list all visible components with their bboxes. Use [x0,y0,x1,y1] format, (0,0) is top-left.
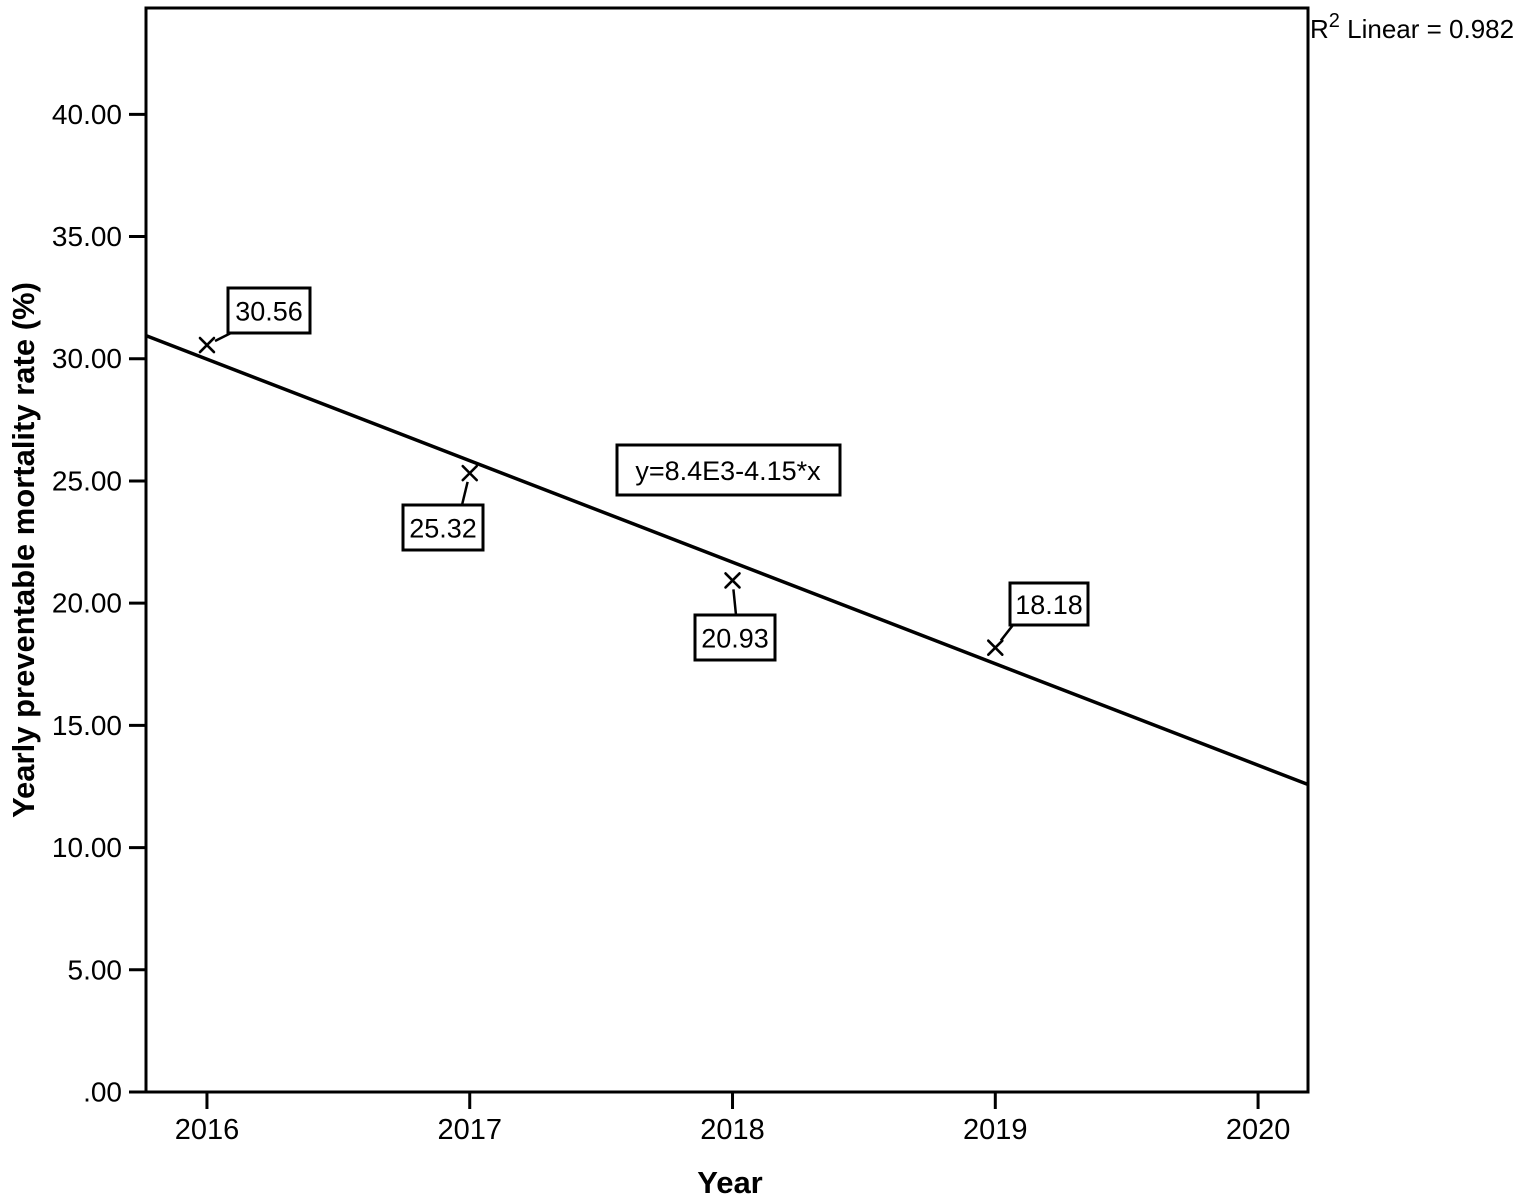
equation-annotation: y=8.4E3-4.15*x [615,443,842,497]
data-point-marker [986,639,1004,656]
y-tick-label: .00 [83,1077,122,1108]
x-tick-label: 2017 [437,1114,502,1146]
equation-text: y=8.4E3-4.15*x [635,456,821,486]
point-label: 30.56 [235,297,303,327]
y-tick-label: 5.00 [68,954,123,985]
point-label-connector [460,481,469,506]
x-tick-label: 2020 [1226,1114,1291,1146]
r-squared-superscript: 2 [1329,10,1340,32]
r-squared-rest: Linear = 0.982 [1340,14,1514,44]
y-tick-label: 25.00 [52,465,122,496]
data-point-marker [198,336,216,354]
point-label-connectors [214,331,1014,642]
point-label-box [401,503,485,552]
y-tick-label: 20.00 [52,588,122,619]
point-label: 18.18 [1015,590,1083,620]
y-tick-label: 35.00 [52,221,122,252]
regression-line [145,333,1309,787]
y-tick-label: 10.00 [52,832,122,863]
point-label: 20.93 [701,624,769,654]
point-label-connector [999,624,1014,642]
data-point-marker [461,464,479,482]
x-axis-title: Year [697,1165,763,1200]
point-label-box [226,286,312,335]
point-label-box [693,613,777,662]
point-label-box [1008,581,1090,627]
y-tick-label: 40.00 [52,99,122,130]
x-tick-label: 2016 [175,1114,240,1146]
plot-frame [144,6,1310,1094]
r-squared-base: R [1310,14,1329,44]
equation-box [615,443,842,497]
point-label-boxes: 30.56 25.32 20.93 18.18 [226,286,1090,662]
data-point-marker [724,572,741,589]
y-axis-title: Yearly preventable mortality rate (%) [6,282,41,818]
data-points [198,336,1004,656]
regression-line-layer [145,333,1309,787]
x-axis-ticks: 2016 2017 2018 2019 2020 [175,1092,1291,1146]
y-tick-label: 30.00 [52,343,122,374]
x-tick-label: 2019 [963,1114,1028,1146]
y-axis-ticks: .00 5.00 10.00 15.00 20.00 25.00 30.00 35.00 40.… [52,99,146,1108]
point-label-connector [732,589,738,616]
x-tick-label: 2018 [700,1114,765,1146]
r-squared-annotation: R2 Linear = 0.982 [1310,10,1514,44]
y-tick-label: 15.00 [52,710,122,741]
point-label: 25.32 [409,514,477,544]
